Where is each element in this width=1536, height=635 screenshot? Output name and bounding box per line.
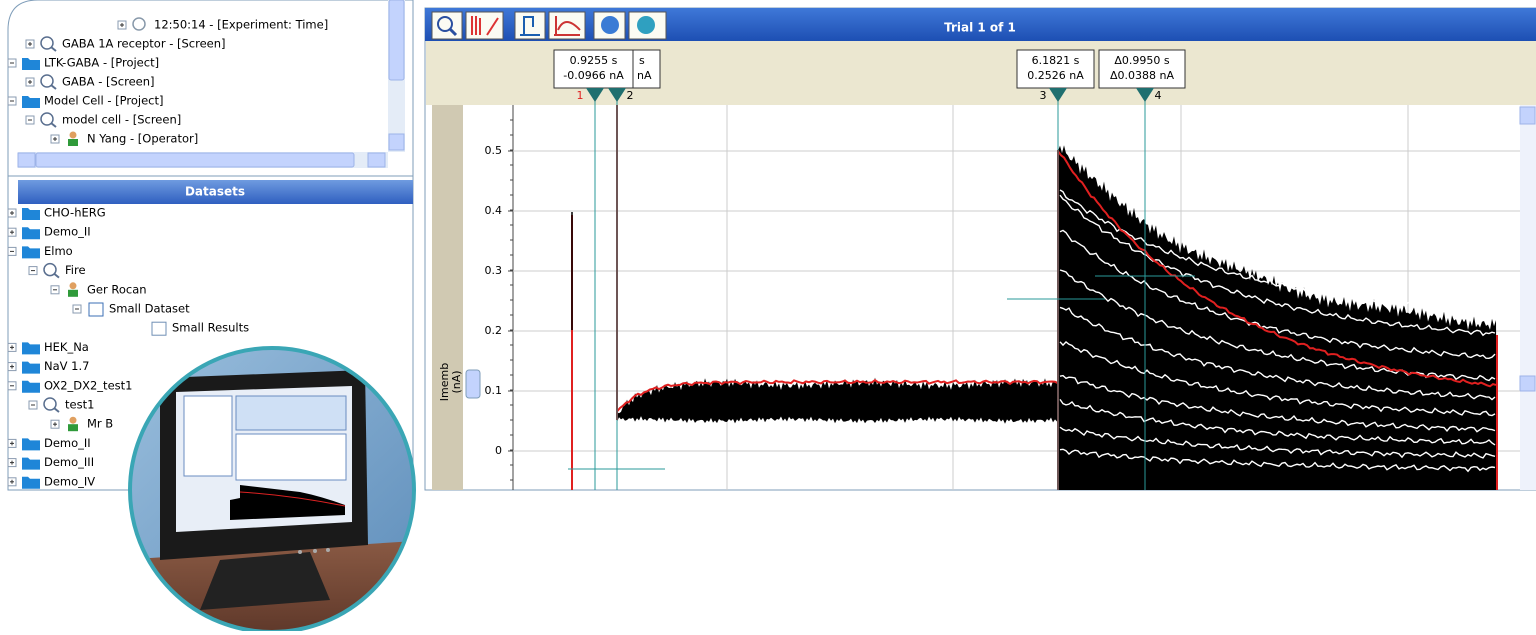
tree-item[interactable]: N Yang - [Operator] <box>87 132 198 146</box>
tree-item[interactable]: Model Cell - [Project] <box>44 94 163 108</box>
cursor-number: 1 <box>577 89 584 102</box>
tree-item[interactable]: HEK_Na <box>44 340 89 354</box>
scroll-thumb[interactable] <box>1520 376 1535 391</box>
screen-pane <box>184 396 232 476</box>
tree-item[interactable]: Fire <box>65 263 86 277</box>
tree-item[interactable]: Small Dataset <box>109 302 190 316</box>
person-icon <box>68 424 78 431</box>
tree-item[interactable]: GABA 1A receptor - [Screen] <box>62 37 226 51</box>
zoom-button[interactable] <box>432 12 462 39</box>
cursor-time: Δ0.9950 s <box>1114 54 1170 67</box>
button <box>313 549 317 553</box>
axis-strip <box>432 105 463 490</box>
cursor-time: 6.1821 s <box>1032 54 1080 67</box>
person-icon <box>70 417 77 424</box>
cursor-current: -0.0966 nA <box>563 69 624 82</box>
plot-scrollbar[interactable] <box>1520 105 1536 490</box>
cursor-current: 0.2526 nA <box>1027 69 1084 82</box>
cursor-current: nA <box>637 69 652 82</box>
tree-item[interactable]: GABA - [Screen] <box>62 75 155 89</box>
clock-icon <box>133 18 145 30</box>
y-unit: (nA) <box>450 370 463 393</box>
icon <box>601 16 619 34</box>
cursor-number: 3 <box>1040 89 1047 102</box>
icon <box>637 16 655 34</box>
tree-item[interactable]: LTK-GABA - [Project] <box>44 56 159 70</box>
person-icon <box>70 132 77 139</box>
tree-item[interactable]: 12:50:14 - [Experiment: Time] <box>154 18 328 32</box>
cursor-number: 4 <box>1155 89 1162 102</box>
button <box>326 548 330 552</box>
screen: Datasets 12:50:14 - [Experiment: Time] GA… <box>0 0 1536 631</box>
y-tick-label: 0.4 <box>485 204 503 217</box>
tree-item[interactable]: Demo_II <box>44 436 91 450</box>
tree-item[interactable]: Small Results <box>172 321 249 335</box>
scale-spinner[interactable] <box>466 370 480 398</box>
scroll-right[interactable] <box>368 153 385 167</box>
tree-item[interactable]: OX2_DX2_test1 <box>44 378 132 392</box>
scroll-down[interactable] <box>389 134 404 150</box>
tree-item[interactable]: Elmo <box>44 244 73 258</box>
cursor-current: Δ0.0388 nA <box>1110 69 1174 82</box>
plot-title: Trial 1 of 1 <box>944 21 1016 35</box>
tree-item[interactable]: Ger Rocan <box>87 282 147 296</box>
person-icon <box>68 139 78 146</box>
tree-item[interactable]: Mr B <box>87 417 113 431</box>
button <box>298 550 302 554</box>
graph-panel: Trial 1 of 1 Imemb (nA) 0.50.40.30.20.10… <box>425 8 1536 490</box>
scroll-left[interactable] <box>18 153 35 167</box>
datasets-title: Datasets <box>185 185 245 199</box>
cursor-time: 0.9255 s <box>570 54 618 67</box>
screen-pane <box>236 396 346 430</box>
tree-item[interactable]: test1 <box>65 398 94 412</box>
toolbar-buttons <box>432 12 666 39</box>
screen-pane <box>236 434 346 480</box>
results-icon <box>152 322 166 335</box>
h-scroll-thumb[interactable] <box>36 153 354 167</box>
scroll-thumb[interactable] <box>389 0 404 80</box>
tree-item[interactable]: NaV 1.7 <box>44 359 89 373</box>
tree-item[interactable]: Demo_II <box>44 225 91 239</box>
y-tick-label: 0.3 <box>485 264 503 277</box>
y-tick-label: 0 <box>495 444 502 457</box>
scroll-up[interactable] <box>1520 107 1535 124</box>
tree-item[interactable]: CHO-hERG <box>44 206 106 220</box>
dataset-icon <box>89 303 103 316</box>
cursor-number: 2 <box>627 89 634 102</box>
person-icon <box>68 290 78 297</box>
y-tick-label: 0.5 <box>485 144 503 157</box>
tree-item[interactable]: model cell - [Screen] <box>62 113 181 127</box>
person-icon <box>70 282 77 289</box>
y-tick-label: 0.2 <box>485 324 503 337</box>
y-tick-label: 0.1 <box>485 384 503 397</box>
cursor-time: s <box>639 54 645 67</box>
tree-item[interactable]: Demo_IV <box>44 474 95 488</box>
tree-item[interactable]: Demo_III <box>44 455 94 469</box>
